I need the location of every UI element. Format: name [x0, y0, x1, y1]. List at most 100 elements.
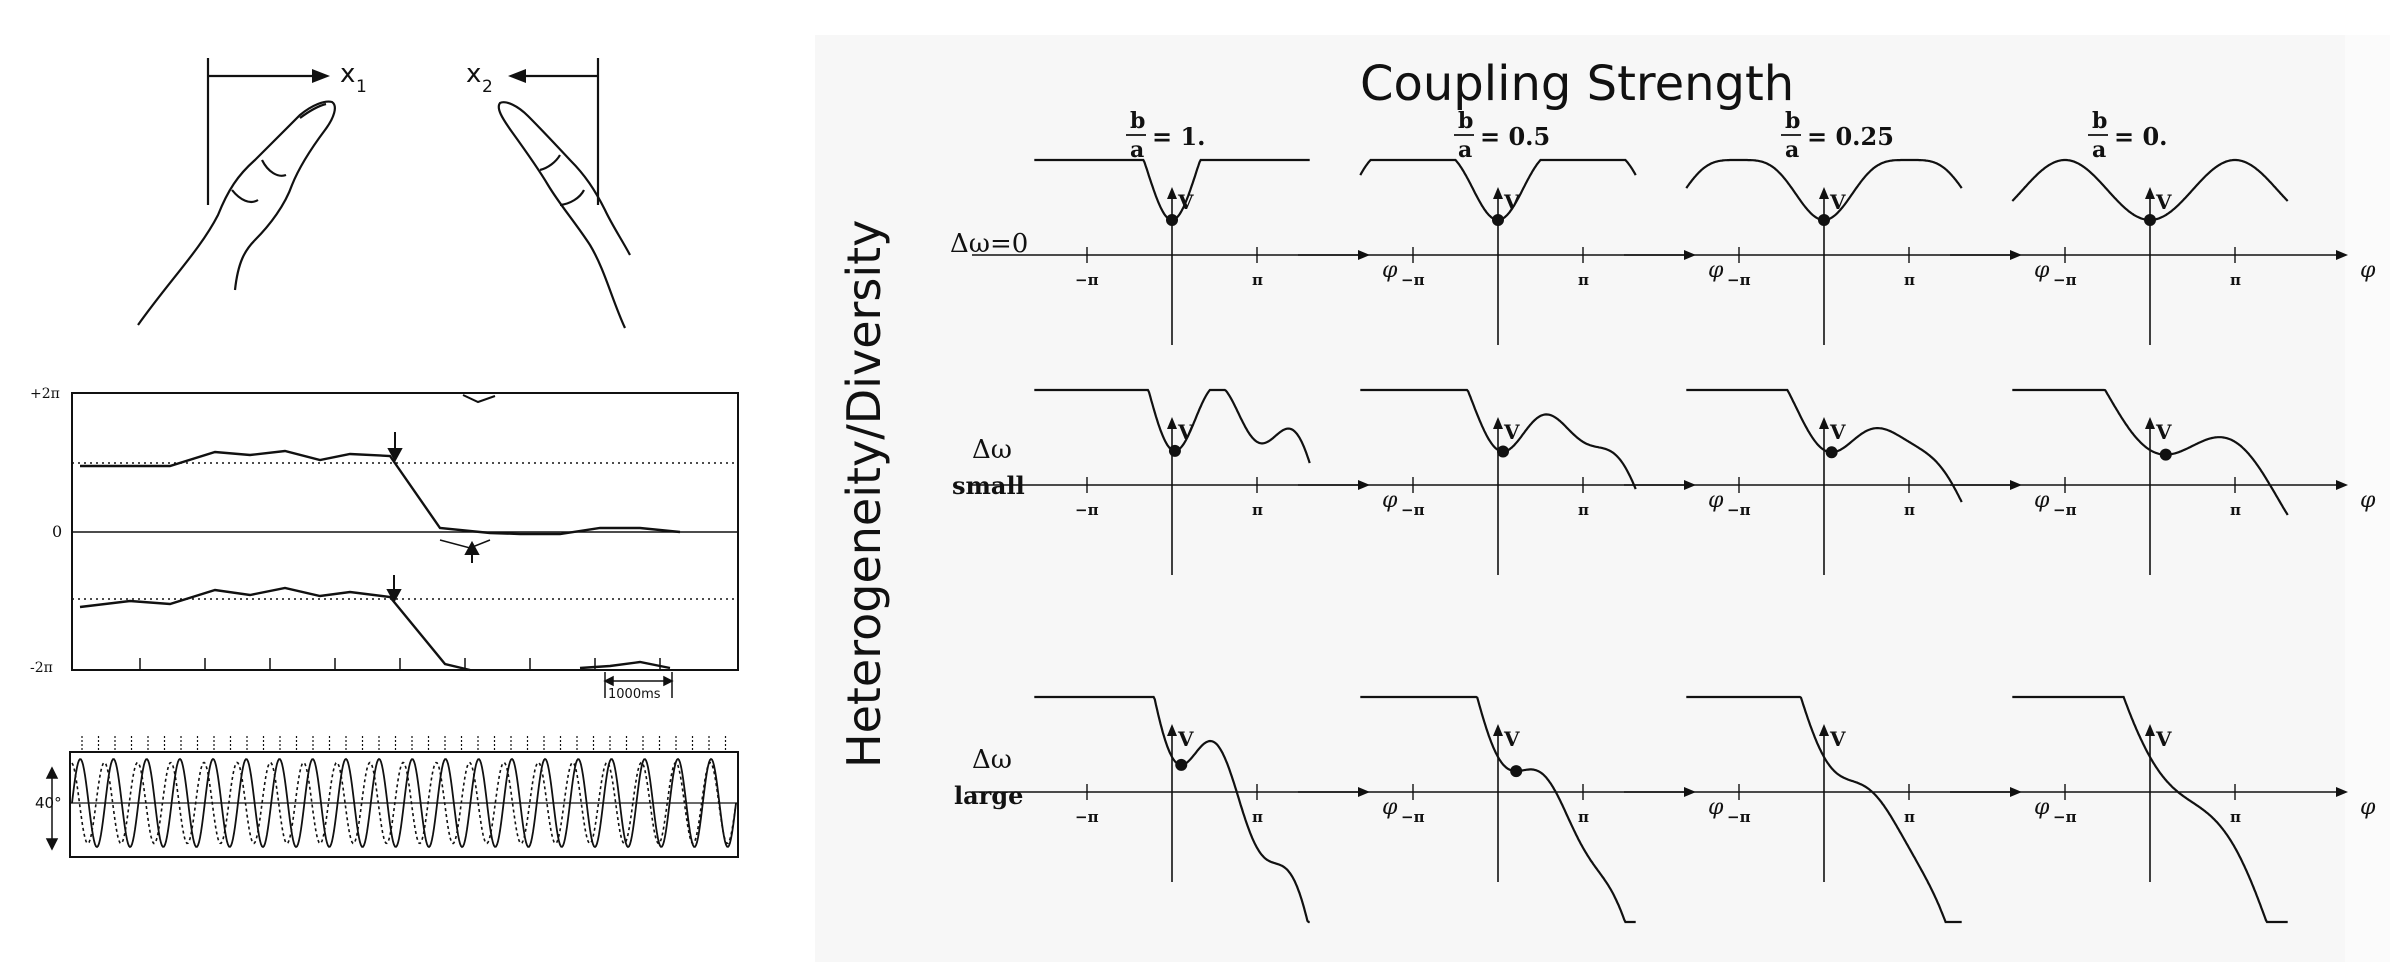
row-label-large-text: large [954, 781, 1023, 810]
axis-label-phi: φ [1708, 488, 1724, 513]
ratio-denominator: a [1458, 137, 1472, 163]
right-hand-outline [497, 101, 631, 329]
axis-label-v: V [2155, 420, 2172, 444]
top-phase-fragment [462, 394, 496, 404]
potential-panel-r2-c1: Vφ −π π [972, 388, 1398, 575]
tick-label-pos-pi: π [1578, 808, 1589, 826]
column-header-1: b a = 1. [1126, 108, 1206, 163]
stable-state-dot [1825, 446, 1838, 459]
potential-curve [1360, 695, 1636, 924]
potential-curve [2012, 388, 2289, 516]
x1-subscript: 1 [356, 77, 367, 97]
potential-landscape-panel [815, 35, 2345, 962]
amplitude-scale [45, 766, 59, 851]
column-header-2: b a = 0.5 [1454, 108, 1550, 163]
tick-label-neg-pi: −π [1401, 501, 1425, 519]
potential-curve [2012, 695, 2288, 924]
axis-label-v: V [1829, 727, 1846, 751]
hands-illustration [137, 58, 631, 329]
ratio-value: = 1. [1152, 122, 1206, 151]
ratio-value: = 0.5 [1480, 122, 1550, 151]
axis-label-phi: φ [2360, 488, 2376, 513]
axis-label-v: V [1829, 190, 1846, 214]
tick-label-neg-pi: −π [2053, 501, 2077, 519]
axis-label-v: V [1503, 727, 1520, 751]
potential-panel-r2-c4: Vφ−π π [1950, 388, 2376, 575]
right-arrow-icon [312, 69, 330, 83]
down-arrow-icon [45, 838, 59, 851]
y-label-zero: 0 [52, 522, 62, 541]
ratio-denominator: a [1130, 137, 1144, 163]
x1-label: x [340, 59, 355, 89]
tick-label-neg-pi: −π [1401, 271, 1425, 289]
axis-label-phi: φ [2360, 258, 2376, 283]
x2-subscript: 2 [482, 77, 493, 97]
ratio-numerator: b [2092, 108, 2107, 134]
stable-state-dot [1175, 758, 1188, 771]
axis-label-v: V [1177, 727, 1194, 751]
tick-label-neg-pi: −π [1727, 271, 1751, 289]
ratio-denominator: a [1785, 137, 1799, 163]
stable-state-dot [1166, 214, 1178, 226]
tick-label-neg-pi: −π [1727, 808, 1751, 826]
axis-label-phi: φ [1708, 258, 1724, 283]
stable-state-dot [1510, 765, 1523, 778]
potential-grid: Vφ−π πVφ−π πVφ−π πVφ−π πVφ−π πVφ−π πVφ−π πVφ−π π… [972, 158, 2376, 924]
oscillation-trace-dotted [71, 761, 737, 845]
tick-label-pos-pi: π [1578, 501, 1589, 519]
tick-label-pos-pi: π [1578, 271, 1589, 289]
axis-label-phi: φ [2034, 258, 2050, 283]
scale-bar [603, 672, 674, 698]
tick-label-pos-pi: π [1904, 271, 1915, 289]
tick-label-pos-pi: π [1904, 808, 1915, 826]
oscillation-plot-frame [69, 751, 739, 858]
tick-label-pos-pi: π [2230, 271, 2241, 289]
tick-label-pos-pi: π [1252, 271, 1263, 289]
stable-state-dot [1168, 444, 1181, 457]
tick-label-neg-pi: −π [1075, 808, 1099, 826]
potential-panel-r1-c1: Vφ−π π [972, 158, 1398, 345]
tick-label-neg-pi: −π [1727, 501, 1751, 519]
finger-experiment-figure: x 1 x 2 [30, 58, 739, 858]
left-arrow-icon [508, 69, 526, 83]
amplitude-scale-label: 40° [35, 794, 62, 812]
axis-label-phi: φ [2034, 488, 2050, 513]
finger-experiment-panel: x 1 x 2 [0, 0, 820, 962]
axis-label-phi: φ [2360, 795, 2376, 820]
axis-label-v: V [1177, 420, 1194, 444]
axis-label-phi: φ [1382, 258, 1398, 283]
row-label-small-detuning: Δω [972, 435, 1012, 465]
y-label-minus-2pi: -2π [30, 660, 53, 676]
row-label-zero-detuning: Δω=0 [950, 229, 1028, 259]
potential-panel-r2-c3: Vφ−π π [1624, 388, 2050, 575]
tick-label-neg-pi: −π [1075, 501, 1099, 519]
tick-label-neg-pi: −π [1401, 808, 1425, 826]
y-label-plus-2pi: +2π [30, 386, 60, 402]
axis-label-v: V [1829, 420, 1846, 444]
up-arrow-icon [464, 540, 480, 555]
tick-label-pos-pi: π [2230, 501, 2241, 519]
stable-state-dot [2159, 448, 2172, 461]
oscillation-plot: 40° [35, 736, 739, 858]
tick-label-neg-pi: −π [2053, 271, 2077, 289]
potential-panel-r3-c2: Vφ −π π [1298, 695, 1724, 924]
axis-label-v: V [1503, 190, 1520, 214]
potential-panel-r3-c1: Vφ −π π [972, 695, 1398, 924]
potential-panel-r1-c2: Vφ−π π [1298, 158, 1724, 345]
scale-bar-label: 1000ms [608, 687, 661, 702]
ratio-numerator: b [1458, 108, 1473, 134]
potential-curve [1686, 388, 1963, 503]
column-header-3: b a = 0.25 [1781, 108, 1894, 163]
ratio-value: = 0.25 [1807, 122, 1894, 151]
down-arrow-icon [387, 448, 403, 463]
relative-phase-plot: 1000ms +2π 0 -2π [30, 386, 739, 702]
row-label-large-detuning: Δω [972, 745, 1012, 775]
tick-label-pos-pi: π [1904, 501, 1915, 519]
coupling-strength-title: Coupling Strength [1360, 56, 1794, 112]
stable-state-dot [1497, 445, 1510, 458]
potential-curve [1686, 695, 1962, 924]
tick-label-pos-pi: π [2230, 808, 2241, 826]
ratio-denominator: a [2092, 137, 2106, 163]
axis-label-phi: φ [1708, 795, 1724, 820]
upper-phase-trace [80, 449, 681, 536]
